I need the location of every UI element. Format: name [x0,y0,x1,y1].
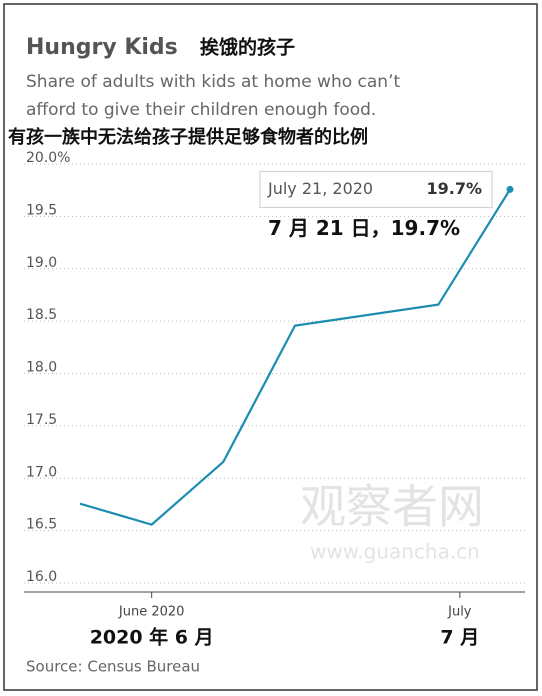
source: Source: Census Bureau [26,658,200,676]
line [79,188,511,526]
tooltip [259,170,493,208]
x-tick-label: July [447,605,472,620]
subtitle: afford to give their children enough foo… [26,100,376,120]
chart-title-cn: 挨饿的孩子 [200,36,295,59]
chart-title: Hungry Kids [26,35,178,60]
frame [3,3,538,691]
watermark: 观察者网 [300,480,484,534]
y-tick-label: 20.0% [26,150,70,166]
x-tick-label: June 2020 [118,605,185,620]
y-tick-label: 18.0 [26,360,57,376]
subtitle: Share of adults with kids at home who ca… [26,72,400,92]
y-tick-label: 19.5 [26,202,57,218]
y-tick-label: 16.0 [26,569,57,585]
y-tick-label: 16.5 [26,517,57,533]
value-label: 19.7% [426,179,482,198]
x-tick-label-cn: 2020 年 6 月 [90,626,214,649]
subtitle-cn: 有孩一族中无法给孩子提供足够食物者的比例 [8,126,368,148]
y-tick-label: 17.5 [26,412,57,428]
y-tick-label: 19.0 [26,255,57,271]
tooltip-date: July 21, 2020 [267,179,373,198]
x-tick-label-cn: 7 月 [440,627,479,649]
tooltip-cn: 7 月 21 日，19.7% [268,216,460,240]
y-tick-label: 18.5 [26,307,57,323]
point [506,185,514,193]
watermark: www.guancha.cn [310,540,480,564]
y-tick-label: 17.0 [26,464,57,480]
